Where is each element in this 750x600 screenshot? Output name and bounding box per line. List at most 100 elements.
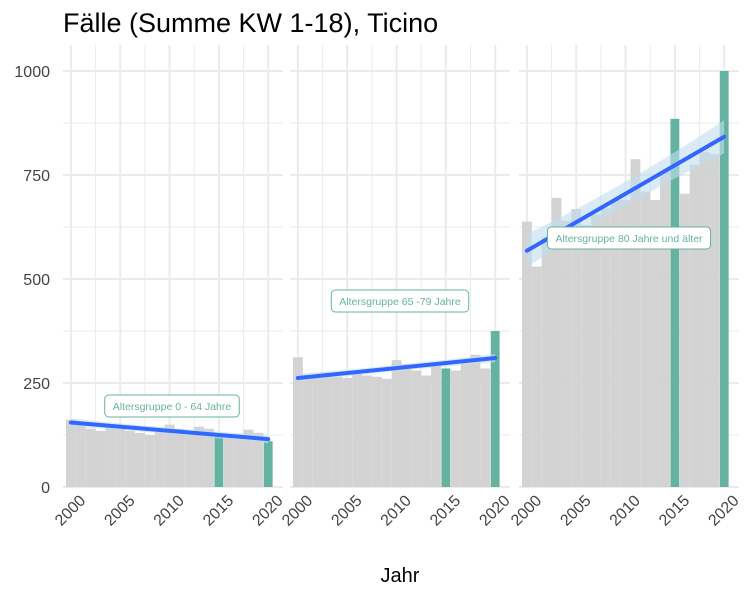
bar [591, 214, 601, 487]
x-axis-title: Jahr [381, 565, 420, 587]
bar [342, 378, 353, 487]
bar [332, 376, 343, 487]
trend-line [68, 420, 271, 442]
bar [450, 370, 461, 487]
bar [75, 424, 86, 487]
bar [401, 364, 412, 487]
bar [431, 362, 441, 487]
bar [650, 199, 661, 487]
x-tick-label: 2010 [378, 492, 415, 529]
bar [243, 429, 254, 487]
x-tick-label: 2020 [705, 492, 742, 529]
facet-annotation: Altersgruppe 65 -79 Jahre [330, 289, 470, 313]
trend-line [295, 356, 498, 381]
bar [135, 432, 145, 487]
bar [352, 372, 363, 487]
x-tick-label: 2015 [656, 492, 693, 529]
bar [480, 368, 491, 487]
bar [233, 435, 244, 487]
bar [640, 191, 651, 487]
bar [144, 435, 155, 487]
x-axis: 2000 2005 2010 2015 2020 [52, 492, 287, 529]
y-axis: 0 250 500 750 1000 [14, 64, 50, 497]
bars [521, 71, 729, 488]
grid [63, 45, 283, 488]
bar [115, 428, 126, 487]
x-tick-label: 2020 [249, 492, 286, 529]
facet-annotation: Altersgruppe 0 - 64 Jahre [104, 394, 240, 418]
bar [460, 360, 471, 487]
facet-annotation-label: Altersgruppe 65 -79 Jahre [339, 296, 461, 308]
bar [660, 170, 670, 487]
bars [65, 419, 273, 487]
bar [302, 378, 313, 487]
bar-highlight [490, 331, 500, 487]
bar [204, 428, 214, 487]
bar [470, 354, 481, 487]
y-tick-label: 250 [23, 376, 50, 393]
bar [105, 424, 116, 487]
y-tick-label: 0 [41, 480, 50, 497]
x-tick-label: 2010 [607, 492, 644, 529]
bar-highlight [719, 71, 729, 487]
x-tick-label: 2005 [328, 492, 365, 529]
bar [322, 372, 333, 487]
x-tick-label: 2005 [101, 492, 138, 529]
bar-highlight [670, 118, 680, 487]
bar-highlight [441, 368, 451, 487]
bars [292, 331, 500, 487]
bar [630, 159, 641, 487]
bar [531, 266, 542, 487]
chart-title: Fälle (Summe KW 1-18), Ticino [63, 8, 438, 38]
bar [541, 237, 552, 487]
bar [85, 428, 96, 487]
facet-annotation-box [330, 289, 470, 313]
x-tick-label: 2015 [427, 492, 464, 529]
bar [610, 199, 621, 487]
y-tick-label: 750 [23, 168, 50, 185]
bar [581, 224, 592, 488]
bar [292, 357, 303, 487]
x-axis: 2000 2005 2010 2015 2020 [279, 492, 514, 529]
bar [174, 428, 185, 487]
facet-annotation-label: Altersgruppe 0 - 64 Jahre [113, 401, 232, 413]
bar [600, 208, 611, 487]
bar [371, 376, 382, 487]
bar-highlight [214, 434, 224, 487]
facet-annotation: Altersgruppe 80 Jahre und älter [546, 226, 712, 250]
x-tick-label: 2000 [508, 492, 545, 529]
bar [65, 419, 76, 487]
x-tick-label: 2010 [151, 492, 188, 529]
x-tick-label: 2000 [279, 492, 316, 529]
bar [362, 375, 372, 487]
bar [620, 199, 631, 487]
bar [551, 197, 562, 487]
y-tick-label: 1000 [14, 64, 50, 81]
facet-annotation-box [104, 394, 240, 418]
x-tick-label: 2015 [200, 492, 237, 529]
x-tick-label: 2005 [557, 492, 594, 529]
x-tick-label: 2020 [476, 492, 513, 529]
bar [521, 221, 532, 488]
bar [689, 164, 700, 487]
bar [709, 154, 720, 487]
bar [164, 424, 175, 487]
bar [184, 433, 195, 487]
bar [391, 360, 402, 487]
bar [421, 375, 432, 487]
x-axis: 2000 2005 2010 2015 2020 [508, 492, 743, 529]
facet-panel: Altersgruppe 65 -79 Jahre 2000 2005 2010 201… [279, 45, 514, 530]
y-tick-label: 500 [23, 272, 50, 289]
bar [154, 430, 165, 487]
bar [411, 370, 422, 487]
bar [312, 374, 323, 487]
panels: Altersgruppe 0 - 64 Jahre 2000 2005 2010 201… [52, 45, 743, 530]
bar-highlight [263, 441, 273, 487]
bar [253, 432, 264, 487]
bar [699, 152, 710, 487]
x-tick-label: 2000 [52, 492, 89, 529]
facet-annotation-label: Altersgruppe 80 Jahre und älter [555, 233, 703, 245]
